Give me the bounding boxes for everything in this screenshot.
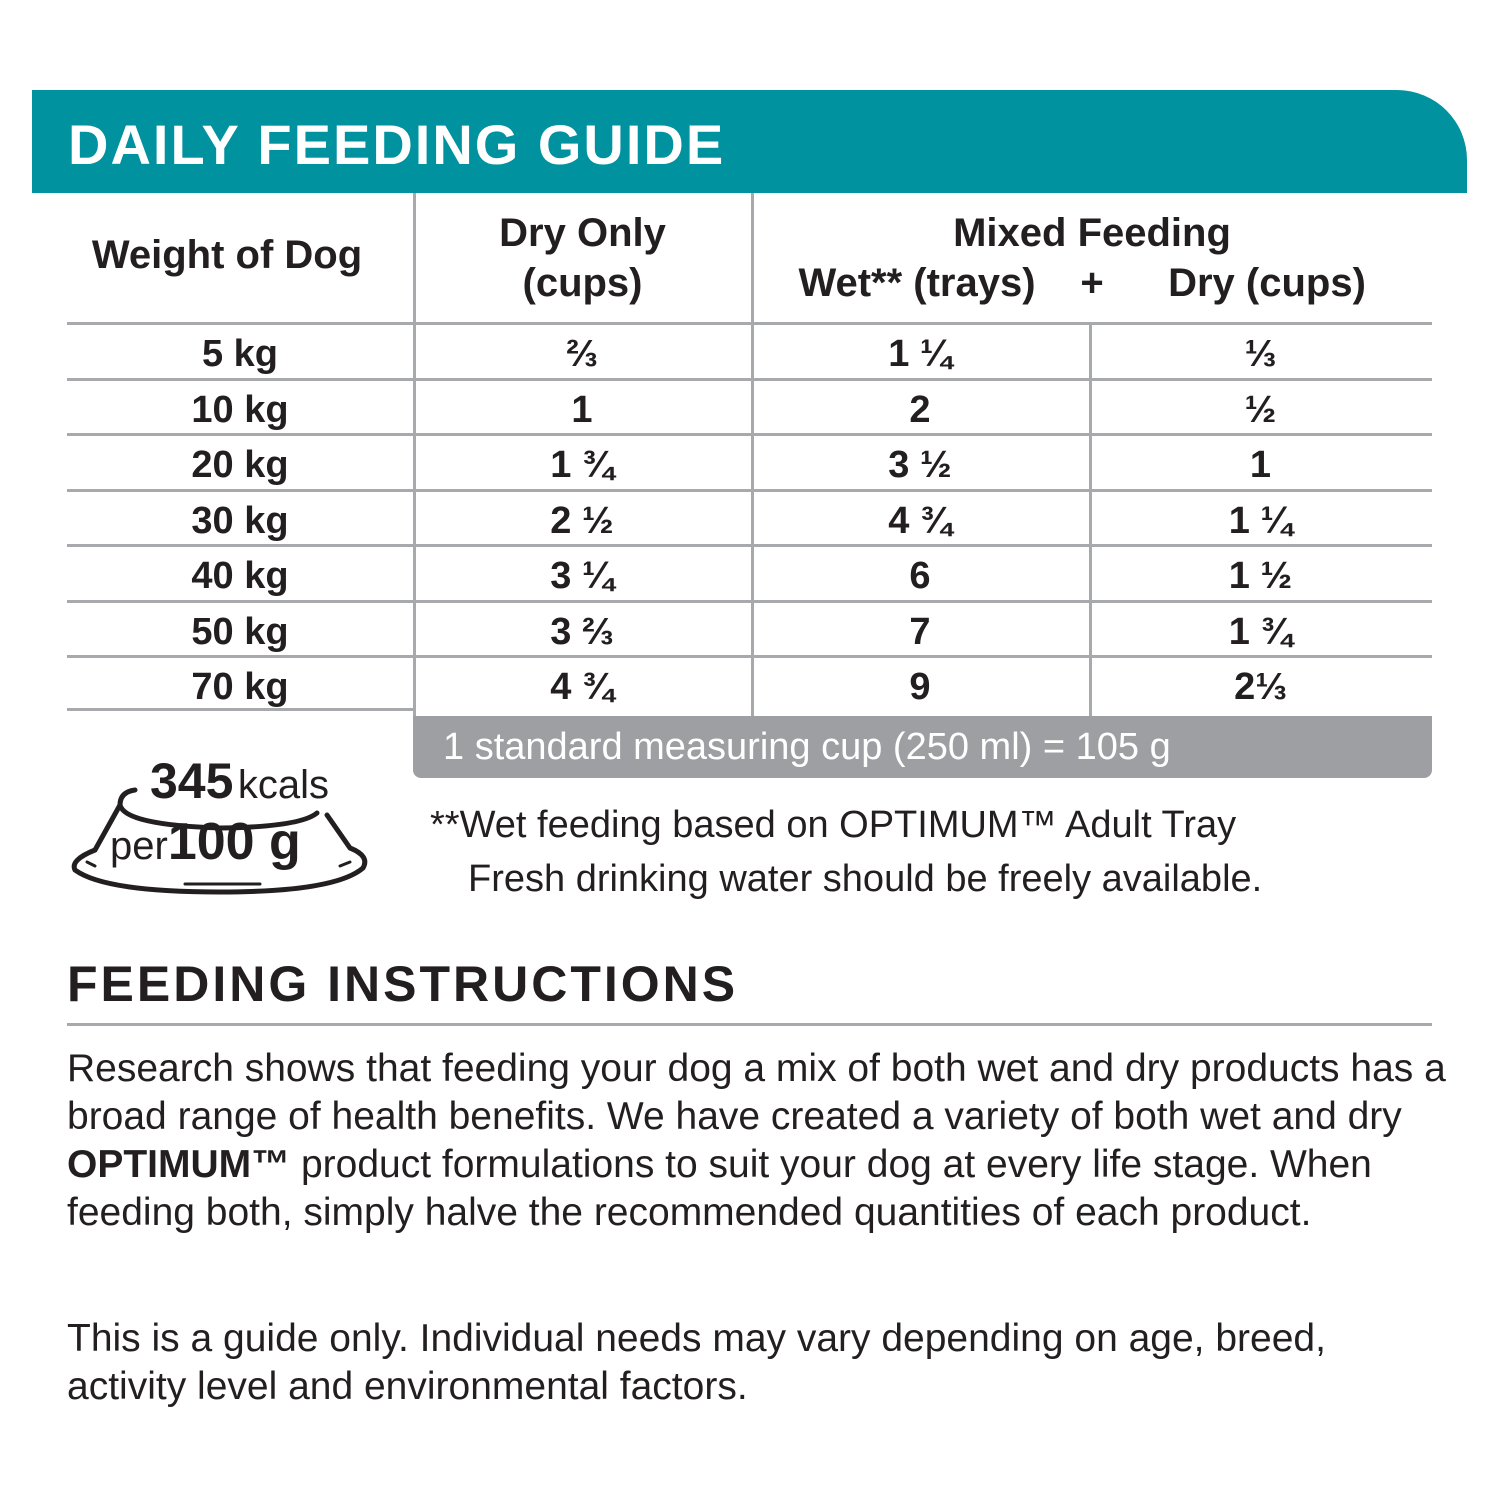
col-divider	[413, 193, 416, 716]
divider	[67, 1023, 1432, 1026]
header-mixed-wet: Wet** (trays)	[798, 261, 1036, 305]
cell-wet: 9	[909, 666, 931, 708]
row-divider	[67, 655, 1432, 658]
cell-weight: 5 kg	[201, 333, 279, 375]
cell-dry-only: 1 ¾	[550, 444, 614, 486]
cell-dry-only: ⅔	[566, 333, 598, 375]
para1-text-b: product formulations to suit your dog at…	[67, 1143, 1372, 1234]
instructions-paragraph-2: This is a guide only. Individual needs m…	[67, 1317, 1326, 1408]
cell-weight: 10 kg	[191, 388, 289, 431]
cell-dry-only: 3 ¼	[550, 555, 614, 597]
row-divider	[67, 707, 413, 711]
cell-wet: 3 ½	[888, 444, 952, 486]
row-divider	[67, 322, 1432, 325]
para1-text-a: Research shows that feeding your dog a m…	[67, 1047, 1446, 1138]
energy-bowl-badge: 345 kcals per100 g	[65, 750, 375, 900]
row-divider	[67, 433, 1432, 436]
cell-dry-only: 2 ½	[550, 499, 614, 542]
cell-wet: 2	[909, 388, 931, 431]
cell-wet: 1 ¼	[888, 333, 952, 375]
brand-name: OPTIMUM™	[67, 1143, 291, 1186]
row-divider	[67, 377, 1432, 381]
energy-unit: kcals	[237, 763, 330, 807]
water-note: Fresh drinking water should be freely av…	[468, 858, 1263, 900]
cell-weight: 50 kg	[191, 610, 289, 653]
instructions-paragraph-1: Research shows that feeding your dog a m…	[67, 1045, 1447, 1237]
header-mixed: Mixed Feeding	[953, 211, 1231, 255]
cell-dry: 1	[1249, 444, 1272, 486]
cell-dry: 1 ¼	[1228, 499, 1293, 542]
cell-dry: 2⅓	[1234, 666, 1287, 708]
col-divider	[1089, 322, 1092, 716]
header-dry-only: Dry Only (cups)	[413, 208, 752, 308]
title-band: DAILY FEEDING GUIDE	[32, 90, 1467, 193]
cup-measure-text: 1 standard measuring cup (250 ml) = 105 …	[443, 726, 1171, 768]
wet-feeding-note: **Wet feeding based on OPTIMUM™ Adult Tr…	[430, 804, 1237, 846]
header-weight: Weight of Dog	[91, 233, 363, 277]
cup-measure-bar: 1 standard measuring cup (250 ml) = 105 …	[413, 716, 1432, 778]
cell-weight: 40 kg	[191, 555, 289, 597]
page-title: DAILY FEEDING GUIDE	[68, 113, 726, 176]
cell-weight: 30 kg	[191, 499, 289, 542]
header-plus: +	[1080, 261, 1104, 305]
cell-dry-only: 1	[571, 388, 593, 431]
energy-top: 345 kcals	[150, 752, 329, 810]
cell-dry-only: 3 ⅔	[550, 610, 614, 653]
feeding-notes: **Wet feeding based on OPTIMUM™ Adult Tr…	[430, 798, 1262, 906]
cell-dry: ⅓	[1244, 333, 1277, 375]
bowl-icon	[71, 787, 368, 895]
header-mixed-dry: Dry (cups)	[1168, 261, 1366, 305]
cell-dry: 1 ½	[1228, 555, 1293, 597]
cell-wet: 7	[909, 610, 931, 653]
energy-value: 345	[150, 753, 234, 809]
cell-wet: 4 ¾	[888, 499, 952, 542]
cell-weight: 70 kg	[191, 666, 289, 708]
energy-per: per	[110, 824, 168, 868]
cell-weight: 20 kg	[191, 444, 289, 486]
col-divider	[751, 193, 754, 716]
cell-dry-only: 4 ¾	[550, 666, 614, 708]
energy-amount: 100 g	[167, 813, 301, 871]
instructions-title: FEEDING INSTRUCTIONS	[67, 956, 739, 1012]
cell-dry: 1 ¾	[1228, 610, 1293, 653]
row-divider	[67, 599, 1432, 603]
header-dry-only-line2: (cups)	[522, 261, 643, 305]
row-divider	[67, 488, 1432, 492]
cell-dry: ½	[1244, 388, 1277, 431]
cell-wet: 6	[909, 555, 931, 597]
header-dry-only-line1: Dry Only	[499, 211, 666, 255]
energy-bottom: per100 g	[110, 812, 301, 872]
row-divider	[67, 544, 1432, 547]
